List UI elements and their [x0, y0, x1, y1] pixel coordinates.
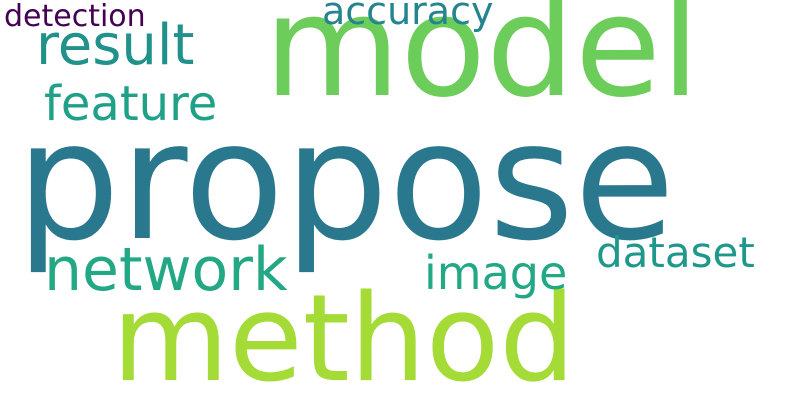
word-accuracy: accuracy [322, 0, 494, 33]
word-result: result [36, 13, 195, 78]
word-method: method [112, 270, 576, 400]
word-dataset: dataset [596, 228, 755, 277]
word-feature: feature [44, 76, 218, 132]
word-network: network [44, 235, 288, 305]
word-model: model [264, 0, 700, 129]
word-image: image [424, 246, 568, 300]
word-propose: propose [16, 86, 676, 277]
word-detection: detection [4, 0, 146, 34]
